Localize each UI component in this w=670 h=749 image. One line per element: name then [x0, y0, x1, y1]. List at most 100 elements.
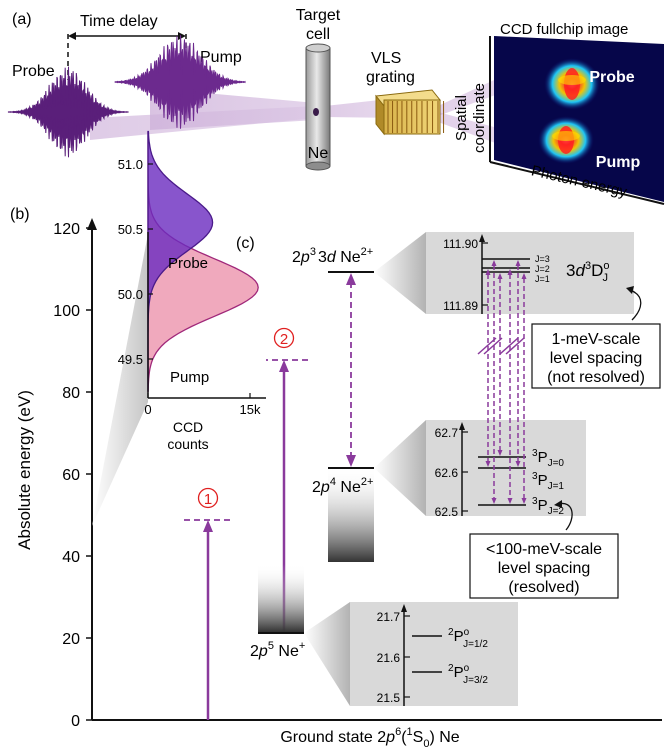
- y-axis-label: Absolute energy (eV): [15, 390, 34, 550]
- arrowhead-icon: [491, 260, 497, 266]
- ccd-image: [494, 36, 664, 202]
- inset-3d: 111.90 111.89 J=3 J=2 J=1 3d3Do J: [426, 232, 634, 314]
- probe-pulse-waveform: [7, 66, 129, 158]
- panel-c-label: (c): [236, 235, 255, 252]
- inset-3d-zoom-cone: [374, 232, 426, 314]
- callout-line: (resolved): [508, 579, 579, 596]
- arrowhead-icon: [626, 286, 634, 294]
- ccd-pump-label: Pump: [596, 154, 641, 171]
- panel-b-label: (b): [10, 206, 30, 223]
- spatial-label-1: Spatial: [453, 95, 470, 141]
- target-cell-label-1: Target: [296, 7, 341, 24]
- panel-a: (a) Time delay Probe Pump Target cell Ne: [7, 7, 665, 205]
- beam-probe: [90, 106, 316, 140]
- c-y-tick-label: 51.0: [118, 157, 143, 172]
- arrowhead-icon: [521, 273, 527, 279]
- y-tick-label: 80: [62, 385, 80, 402]
- callout-line: level spacing: [550, 350, 643, 367]
- inset-3d-ytick: 111.89: [443, 299, 478, 313]
- c-x-tick-label: 0: [144, 402, 151, 417]
- resonant-transitions: [487, 265, 525, 499]
- inset-2p5-zoom-cone: [304, 602, 350, 706]
- target-cell-label-2: cell: [306, 26, 330, 43]
- inset-2p5-ytick: 21.5: [377, 691, 401, 705]
- arrowhead-icon: [521, 498, 527, 504]
- inset-2p4-ytick: 62.7: [435, 426, 459, 440]
- term-2p32: 2Po J=3/2: [448, 663, 488, 686]
- callout-1mev: 1-meV-scale level spacing (not resolved): [531, 286, 661, 389]
- pump-label: Pump: [200, 49, 242, 66]
- panel-c-pump-label: Pump: [170, 369, 209, 386]
- arrowhead-icon: [178, 32, 186, 40]
- ne2-3d-label: 2p3 3d Ne2+: [292, 246, 373, 266]
- term-3d3DJ: 3d3Do J: [566, 260, 609, 284]
- callout-100mev: <100-meV-scale level spacing (resolved): [469, 500, 619, 599]
- pump-pulse-waveform: [114, 35, 246, 129]
- vls-grating: [375, 89, 445, 136]
- j-label: J=2: [535, 264, 550, 274]
- arrowhead-icon: [203, 520, 213, 532]
- arrowhead-icon: [459, 422, 465, 430]
- j-label: J=1: [535, 274, 550, 284]
- arrowhead-icon: [485, 461, 491, 467]
- arrowhead-icon: [554, 500, 562, 508]
- callout-line: level spacing: [498, 560, 591, 577]
- c-y-tick-label: 49.5: [118, 352, 143, 367]
- inset-2p4-ytick: 62.6: [435, 466, 459, 480]
- arrowhead-icon: [515, 260, 521, 266]
- arrowhead-icon: [497, 450, 503, 456]
- marker-2: 2: [280, 331, 288, 348]
- ccd-probe-label: Probe: [589, 69, 634, 86]
- y-tick-label: 0: [71, 713, 80, 730]
- ne2-2p4-label: 2p4 Ne2+: [312, 476, 373, 496]
- term-3p1: 3PJ=1: [532, 471, 564, 492]
- y-tick-label: 20: [62, 631, 80, 648]
- time-delay-label: Time delay: [80, 13, 158, 30]
- c-y-tick-label: 50.0: [118, 287, 143, 302]
- inset-2p4-zoom-cone: [374, 420, 426, 516]
- ccd-energy-axis: [489, 161, 665, 205]
- inset-2p4: 62.7 62.6 62.5 3PJ=0 3PJ=1 3PJ=2: [426, 420, 586, 519]
- callout-line: <100-meV-scale: [486, 541, 602, 558]
- inset-3d-ytick: 111.90: [443, 237, 478, 251]
- vls-label-1: VLS: [371, 50, 401, 67]
- arrowhead-icon: [401, 604, 407, 612]
- ccd-title: CCD fullchip image: [500, 21, 628, 38]
- arrowhead-icon: [68, 32, 76, 40]
- panel-a-label: (a): [12, 11, 32, 28]
- arrowhead-icon: [515, 461, 521, 467]
- ne-gas-label: Ne: [308, 145, 329, 162]
- arrowhead-icon: [507, 498, 513, 504]
- x-axis-label: Ground state 2p6(1S0) Ne: [280, 726, 459, 749]
- marker-1-circle: [197, 487, 219, 509]
- y-tick-label: 120: [53, 221, 80, 238]
- arrowhead-icon: [497, 273, 503, 279]
- ne2-2p4-continuum-shading: [328, 466, 374, 562]
- arrowhead-icon: [507, 269, 513, 275]
- arrowhead-icon: [346, 455, 356, 467]
- ne-plus-label: 2p5 Ne+: [250, 640, 305, 660]
- panel-c-xlabel-1: CCD: [173, 419, 203, 435]
- callout-line: 1-meV-scale: [552, 331, 641, 348]
- panel-c-xlabel-2: counts: [167, 436, 208, 452]
- inset-2p5-ytick: 21.7: [377, 610, 401, 624]
- y-tick-label: 40: [62, 549, 80, 566]
- resonant-transition-heads: [485, 260, 527, 504]
- y-tick-label: 100: [53, 303, 80, 320]
- marker-1: 1: [204, 491, 212, 508]
- ne-plus-continuum-shading: [258, 564, 304, 632]
- term-2p12: 2Po J=1/2: [448, 627, 488, 650]
- inset-2p4-ytick: 62.5: [435, 505, 459, 519]
- arrowhead-icon: [485, 269, 491, 275]
- arrowhead-icon: [491, 498, 497, 504]
- inset-2p5: 21.7 21.6 21.5 2Po J=1/2 2Po J=3/2: [350, 602, 518, 706]
- arrowhead-icon: [479, 234, 485, 242]
- target-cell: [305, 43, 331, 171]
- vls-label-2: grating: [366, 69, 415, 86]
- j-label: J=3: [535, 254, 550, 264]
- probe-label: Probe: [12, 63, 55, 80]
- y-axis-arrow-icon: [87, 218, 97, 230]
- panel-c-probe-label: Probe: [168, 255, 208, 272]
